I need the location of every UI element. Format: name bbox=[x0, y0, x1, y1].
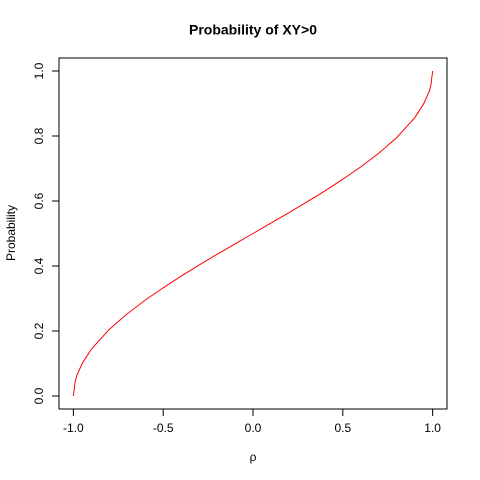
x-axis-label: ρ bbox=[250, 450, 257, 464]
x-tick-label: -1.0 bbox=[63, 421, 84, 435]
data-line bbox=[72, 70, 434, 397]
y-tick-label: 0.8 bbox=[32, 127, 46, 144]
chart-title: Probability of XY>0 bbox=[189, 22, 317, 38]
y-tick-label: 0.2 bbox=[32, 322, 46, 339]
x-tick-label: 0.0 bbox=[245, 421, 262, 435]
x-tick-label: -0.5 bbox=[153, 421, 174, 435]
y-tick-label: 0.6 bbox=[32, 192, 46, 209]
x-tick-label: 0.5 bbox=[334, 421, 351, 435]
y-tick-label: 1.0 bbox=[32, 62, 46, 79]
x-tick-label: 1.0 bbox=[424, 421, 441, 435]
y-tick-label: 0.4 bbox=[32, 257, 46, 274]
y-tick-label: 0.0 bbox=[32, 387, 46, 404]
y-axis-label: Probability bbox=[4, 205, 18, 261]
